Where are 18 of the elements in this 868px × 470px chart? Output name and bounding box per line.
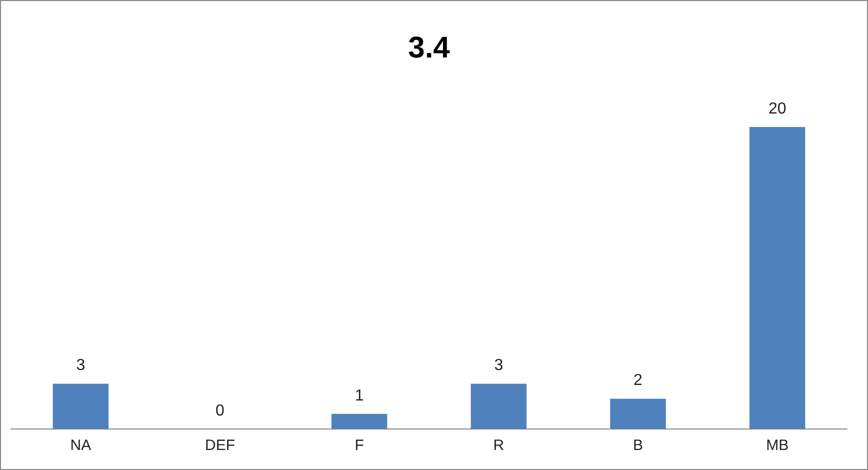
x-tick-label: R — [493, 437, 504, 454]
x-tick-label: F — [354, 437, 364, 454]
bar — [749, 127, 806, 429]
x-tick-label: NA — [70, 437, 92, 454]
data-label: 1 — [354, 387, 364, 404]
x-tick-label: B — [632, 437, 644, 454]
data-label: 3 — [76, 357, 86, 374]
x-tick-label: DEF — [205, 437, 235, 454]
bar — [52, 384, 109, 429]
x-tick-label: MB — [766, 437, 789, 454]
data-label: 0 — [216, 402, 225, 420]
data-label: 20 — [768, 100, 786, 118]
bar — [331, 414, 388, 429]
data-label: 3 — [494, 357, 504, 374]
bar — [610, 398, 666, 429]
data-label: 2 — [634, 372, 643, 390]
bar — [470, 384, 527, 429]
chart-title: 3.4 — [408, 31, 450, 64]
